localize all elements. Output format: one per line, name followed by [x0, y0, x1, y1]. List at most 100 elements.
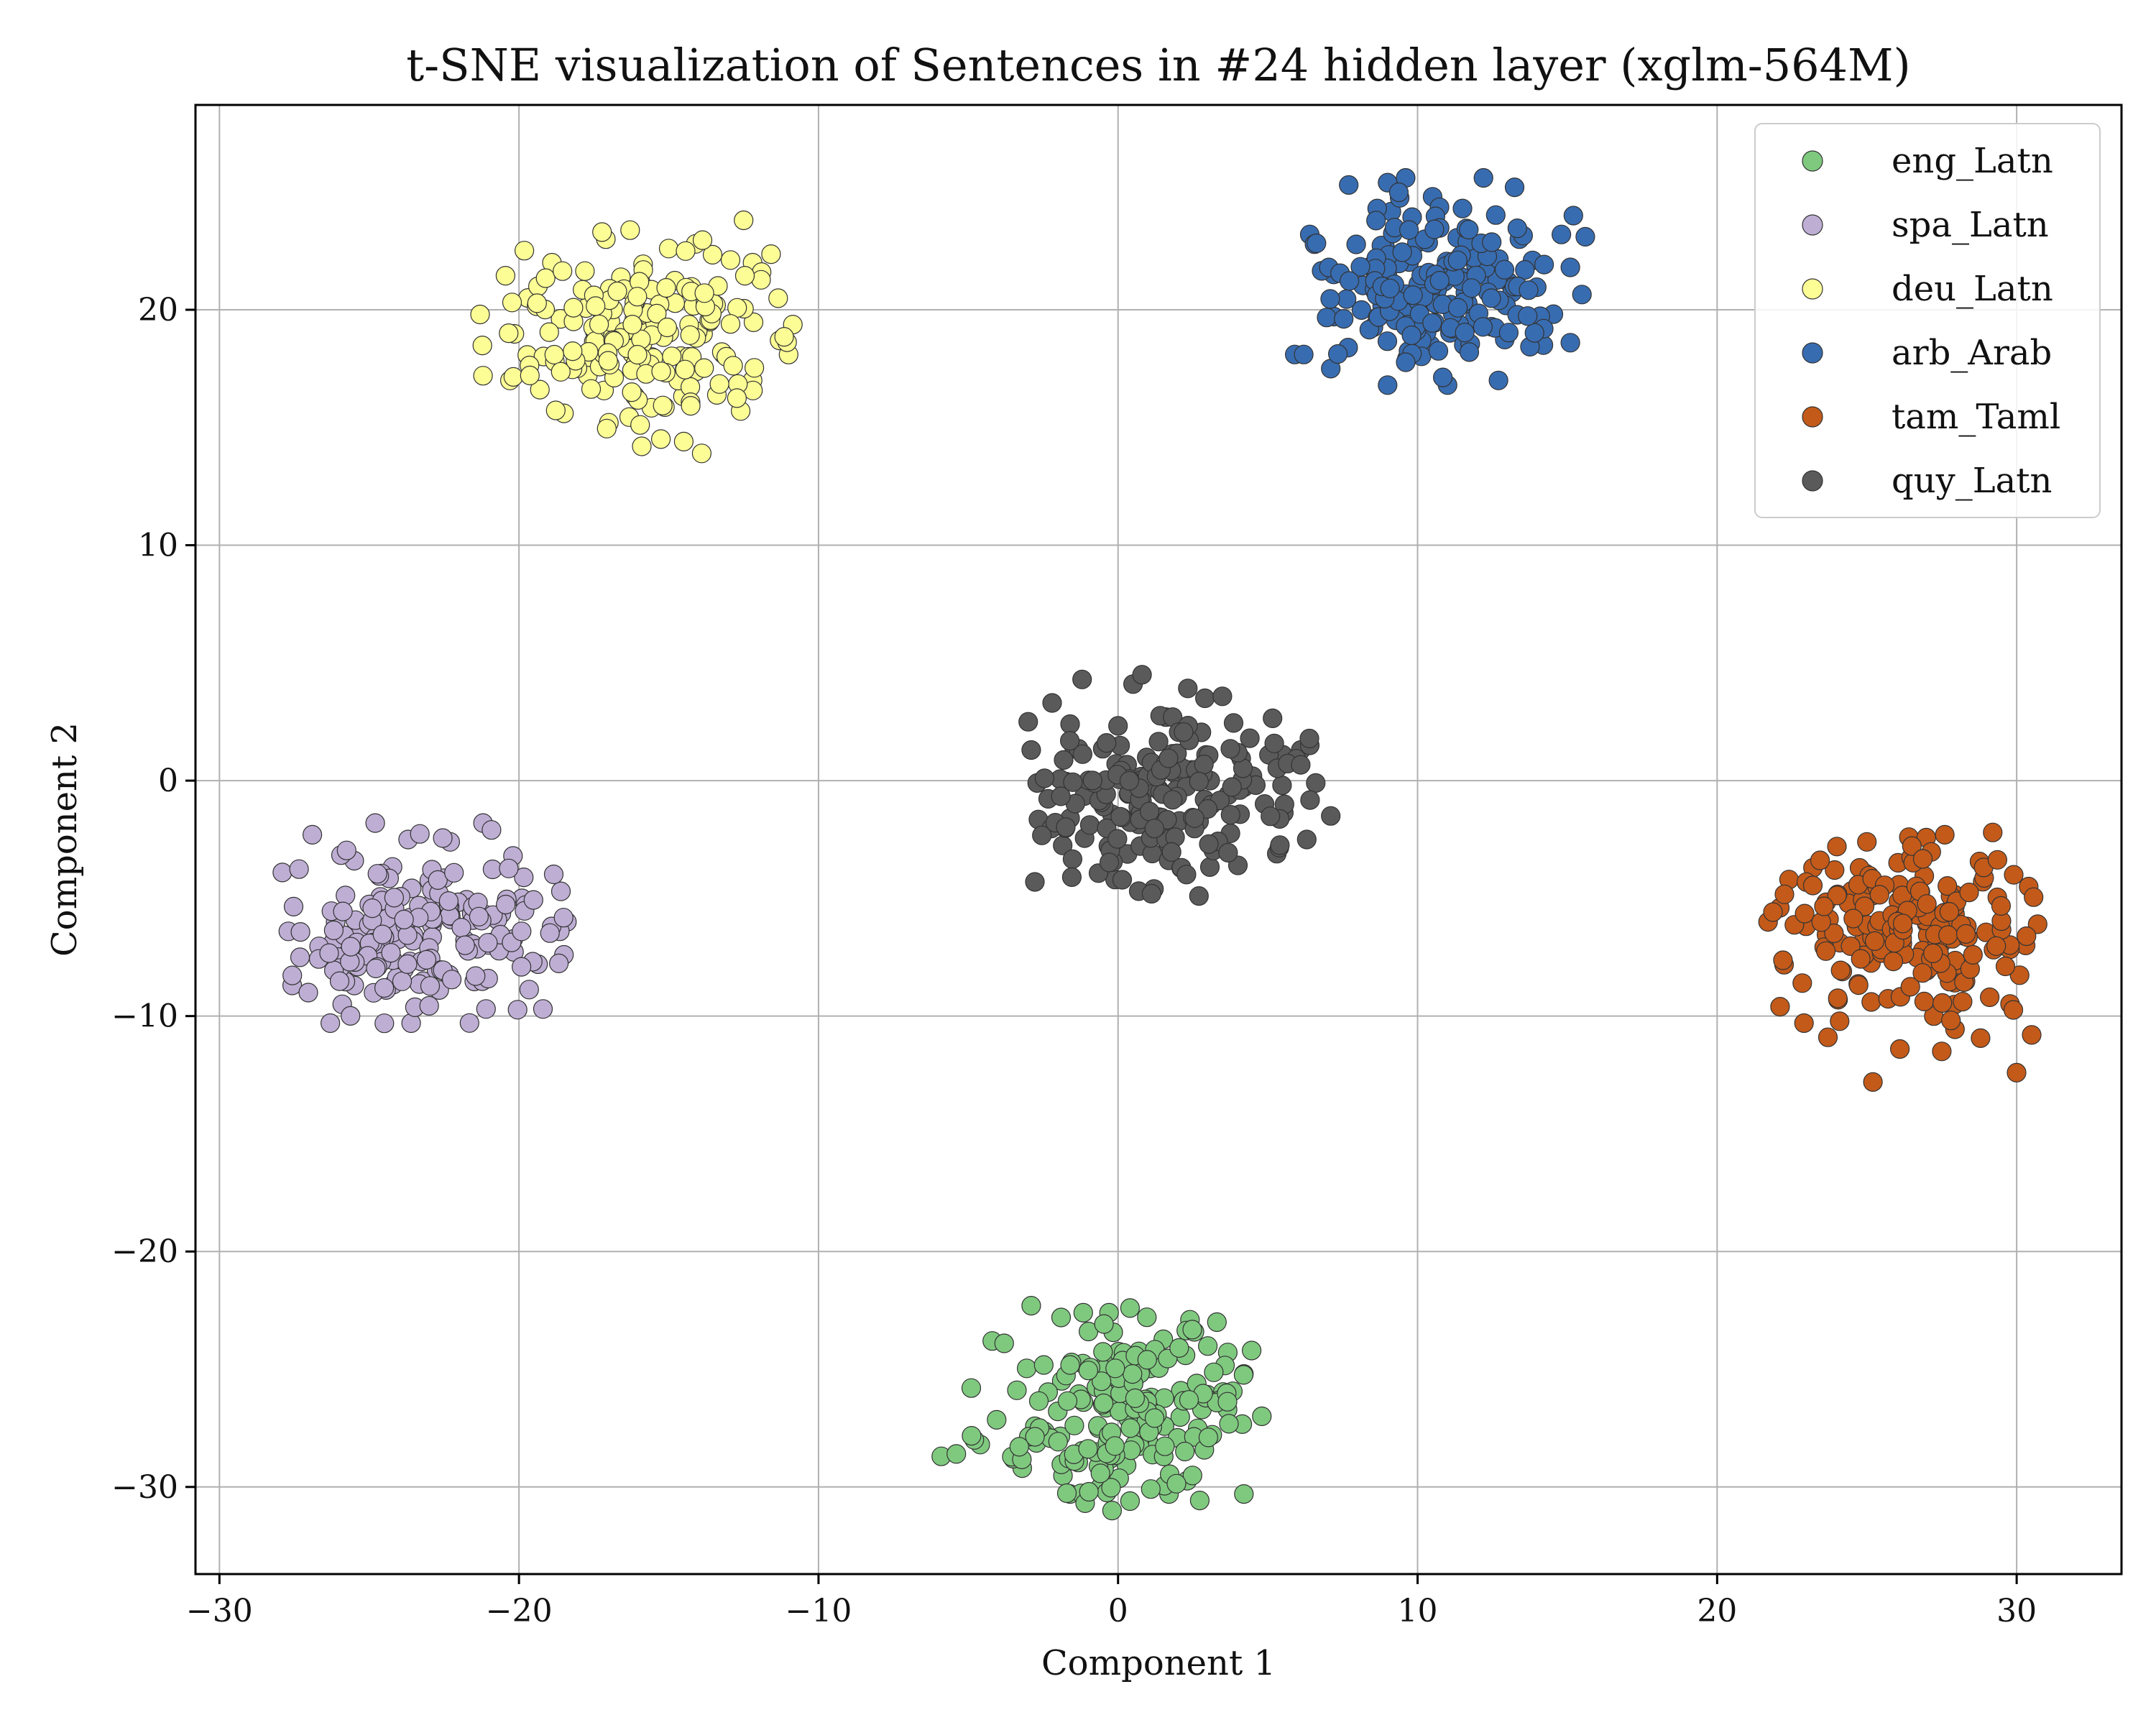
data-point: [1455, 323, 1475, 343]
data-point: [1432, 367, 1453, 387]
data-point: [272, 862, 292, 883]
data-point: [1810, 850, 1830, 870]
data-point: [691, 443, 712, 464]
data-point: [438, 891, 459, 911]
data-point: [1447, 298, 1468, 318]
data-point: [1848, 975, 1869, 995]
data-point: [502, 293, 522, 313]
data-point: [720, 250, 741, 270]
data-point: [1148, 732, 1169, 752]
data-point: [1794, 1013, 1814, 1034]
data-point: [550, 881, 571, 901]
data-point: [527, 293, 547, 313]
data-point: [761, 244, 781, 264]
data-point: [476, 999, 496, 1019]
data-point: [1063, 772, 1083, 792]
data-point: [1917, 894, 1937, 914]
data-point: [1816, 941, 1836, 961]
legend: eng_Latn spa_Latn deu_Latn arb_Arab tam_Taml…: [1754, 123, 2101, 518]
data-point: [656, 277, 676, 298]
data-point: [563, 298, 584, 318]
data-point: [598, 351, 618, 371]
data-point: [1125, 1388, 1146, 1409]
data-point: [392, 971, 413, 991]
data-point: [1120, 1418, 1141, 1438]
data-point: [1366, 211, 1386, 231]
data-point: [1939, 901, 1959, 922]
data-point: [533, 999, 553, 1019]
data-point: [2009, 965, 2030, 985]
data-point: [1189, 886, 1209, 906]
data-point: [319, 943, 339, 963]
data-point: [1123, 1363, 1143, 1384]
data-point: [681, 395, 701, 416]
data-point: [1827, 837, 1847, 857]
data-point: [1169, 1338, 1189, 1358]
data-point: [1212, 686, 1233, 707]
data-point: [1923, 943, 1943, 964]
data-point: [680, 325, 700, 345]
data-point: [540, 923, 560, 943]
data-point: [1494, 259, 1515, 280]
chart-title: t-SNE visualization of Sentences in #24 …: [406, 39, 1910, 91]
data-point: [702, 244, 723, 264]
data-point: [1560, 333, 1580, 353]
y-tick-label: −20: [111, 1233, 178, 1270]
data-point: [1009, 1437, 1029, 1457]
data-point: [1504, 178, 1525, 198]
data-point: [1560, 257, 1580, 277]
data-point: [374, 978, 395, 998]
data-point: [1883, 951, 1904, 972]
data-point: [774, 327, 794, 347]
data-point: [535, 268, 556, 288]
data-point: [519, 980, 539, 1000]
data-point: [575, 261, 595, 281]
data-point: [768, 288, 788, 308]
data-point: [1132, 665, 1152, 685]
data-point: [514, 867, 534, 888]
data-point: [1198, 1427, 1219, 1448]
axis-ticks: −30 −20 −10 0 10 20 30 −30 −20 −10 0 10 20: [111, 292, 2037, 1629]
data-point: [1042, 693, 1062, 713]
data-point: [1155, 1436, 1175, 1456]
data-point: [709, 374, 729, 394]
data-point: [548, 953, 569, 974]
data-point: [1854, 896, 1875, 916]
data-point: [1488, 370, 1508, 390]
data-point: [1217, 1392, 1238, 1412]
data-point: [1097, 732, 1117, 753]
data-point: [1137, 1350, 1157, 1370]
data-point: [1424, 219, 1445, 239]
data-point: [365, 813, 385, 833]
data-point: [1980, 987, 2000, 1008]
data-point: [1351, 300, 1372, 320]
data-point: [1025, 872, 1045, 892]
data-point: [290, 947, 310, 967]
data-point: [987, 1409, 1007, 1430]
data-point: [1830, 1011, 1850, 1031]
data-point: [1182, 1466, 1202, 1486]
data-point: [1802, 875, 1823, 896]
data-point: [2024, 887, 2044, 907]
data-point: [1099, 852, 1120, 873]
x-tick-label: −30: [186, 1593, 253, 1629]
data-point: [1481, 288, 1501, 308]
data-point: [1991, 896, 2011, 916]
data-point: [1575, 226, 1595, 247]
data-point: [653, 395, 673, 415]
data-point: [751, 270, 771, 290]
data-point: [1032, 825, 1052, 845]
data-point: [1429, 270, 1450, 291]
data-point: [1056, 817, 1076, 837]
data-point: [1890, 1039, 1910, 1059]
data-point: [1291, 755, 1311, 775]
data-point: [1218, 842, 1238, 863]
data-point: [675, 359, 695, 380]
data-point: [1912, 849, 1933, 869]
data-point: [2017, 926, 2037, 947]
data-point: [1339, 175, 1359, 195]
data-point: [1175, 1441, 1195, 1462]
data-point: [511, 957, 532, 977]
data-point: [397, 954, 418, 975]
data-point: [1935, 824, 1955, 845]
